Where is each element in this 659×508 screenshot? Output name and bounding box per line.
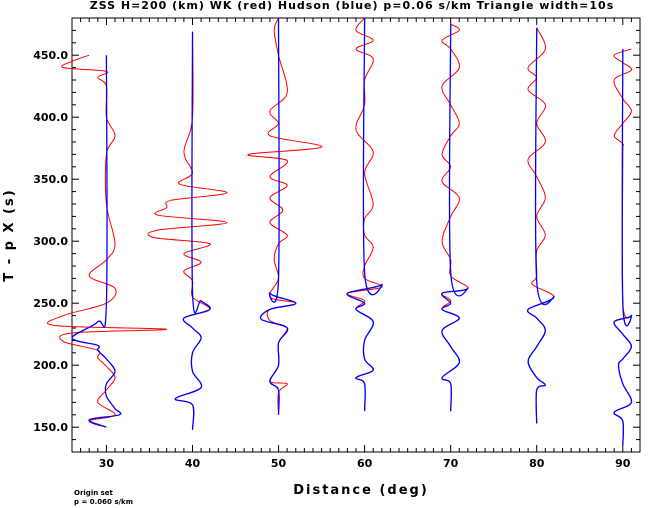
wk-red-trace: [527, 27, 555, 424]
trace-50-deg: [247, 17, 323, 415]
chart-title: ZSS H=200 (km) WK (red) Hudson (blue) p=…: [90, 0, 615, 12]
x-tick-label: 90: [615, 457, 631, 470]
x-axis-label: Distance (deg): [293, 483, 429, 498]
footnote-ray-parameter: p = 0.060 s/km: [74, 498, 133, 506]
trace-40-deg: [147, 31, 228, 430]
trace-80-deg: [526, 27, 555, 424]
trace-90-deg: [613, 48, 633, 446]
hudson-blue-trace: [440, 24, 469, 412]
y-tick-label: 400.0: [33, 111, 68, 124]
x-tick-label: 30: [99, 457, 115, 470]
trace-60-deg: [346, 17, 383, 412]
y-tick-label: 250.0: [33, 297, 68, 310]
x-tick-label: 40: [185, 457, 201, 470]
y-tick-label: 200.0: [33, 359, 68, 372]
y-axis-label: T - p X (s): [2, 188, 17, 281]
trace-30-deg: [47, 54, 168, 428]
hudson-blue-trace: [259, 17, 297, 415]
y-tick-label: 350.0: [33, 173, 68, 186]
x-axis: 30 40 50 60 70 80 90: [80, 18, 632, 470]
wk-red-trace: [147, 31, 228, 430]
x-tick-label: 50: [271, 457, 287, 470]
trace-70-deg: [440, 23, 469, 412]
x-tick-label: 60: [357, 457, 373, 470]
wk-red-trace: [47, 54, 168, 428]
wk-red-trace: [247, 17, 323, 415]
y-tick-label: 300.0: [33, 235, 68, 248]
hudson-blue-trace: [71, 55, 122, 428]
hudson-blue-trace: [526, 27, 555, 424]
footnote-origin: Origin set: [74, 489, 114, 497]
x-tick-label: 80: [529, 457, 545, 470]
hudson-blue-trace: [613, 48, 633, 446]
hudson-blue-trace: [174, 31, 211, 430]
plot-frame: [71, 17, 641, 453]
x-tick-label: 70: [443, 457, 459, 470]
y-tick-label: 150.0: [33, 421, 68, 434]
trace-group: [47, 17, 633, 446]
y-axis: 150.0 200.0 250.0 300.0 350.0 400.0 450.0: [33, 29, 640, 441]
y-tick-label: 450.0: [33, 49, 68, 62]
hudson-blue-trace: [346, 17, 383, 412]
